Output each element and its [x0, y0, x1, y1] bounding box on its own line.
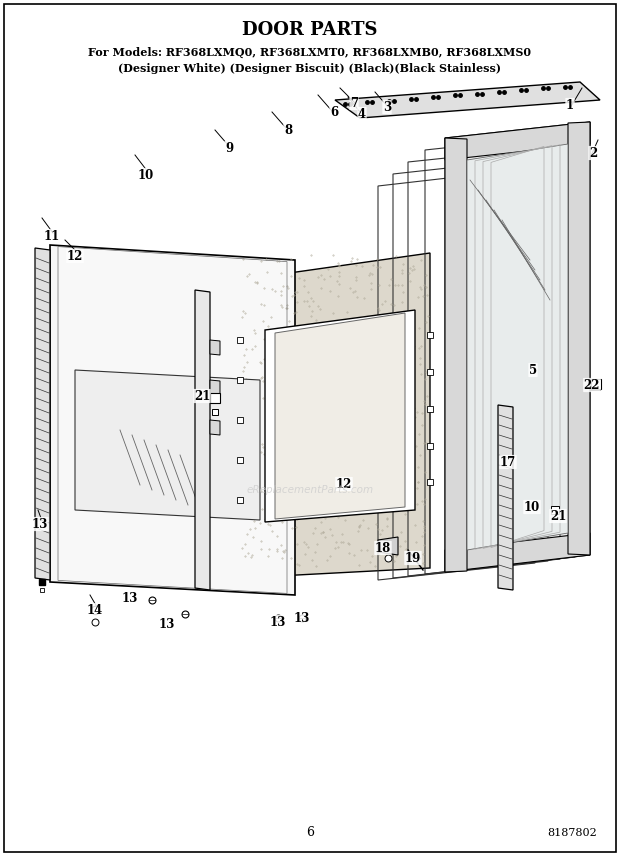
Text: 21: 21	[194, 389, 210, 402]
Polygon shape	[240, 253, 430, 578]
Polygon shape	[210, 380, 220, 395]
Polygon shape	[335, 82, 600, 118]
Text: 12: 12	[67, 249, 83, 263]
Polygon shape	[265, 310, 415, 522]
Text: 6: 6	[330, 105, 338, 118]
Text: 13: 13	[270, 615, 286, 628]
Polygon shape	[210, 420, 220, 435]
Text: 19: 19	[405, 551, 421, 564]
Text: 5: 5	[529, 364, 537, 377]
Text: 13: 13	[159, 617, 175, 631]
Polygon shape	[445, 533, 590, 572]
Text: DOOR PARTS: DOOR PARTS	[242, 21, 378, 39]
Text: 17: 17	[500, 455, 516, 468]
Text: 13: 13	[32, 518, 48, 531]
Text: 14: 14	[87, 603, 103, 616]
Polygon shape	[568, 122, 590, 555]
Text: 10: 10	[138, 169, 154, 181]
Polygon shape	[210, 340, 220, 355]
Text: For Models: RF368LXMQ0, RF368LXMT0, RF368LXMB0, RF368LXMS0: For Models: RF368LXMQ0, RF368LXMT0, RF36…	[89, 46, 531, 57]
Text: eReplacementParts.com: eReplacementParts.com	[246, 485, 374, 495]
Text: 12: 12	[336, 478, 352, 490]
Polygon shape	[50, 245, 295, 595]
Text: 9: 9	[225, 141, 233, 154]
Text: 10: 10	[524, 501, 540, 514]
Polygon shape	[445, 122, 590, 160]
Text: 8187802: 8187802	[547, 828, 597, 838]
Polygon shape	[445, 138, 467, 572]
Polygon shape	[467, 144, 568, 550]
Polygon shape	[75, 370, 260, 520]
Text: 8: 8	[284, 123, 292, 136]
Polygon shape	[498, 405, 513, 590]
Text: 2: 2	[589, 146, 597, 159]
Text: 13: 13	[122, 591, 138, 604]
Polygon shape	[35, 248, 50, 580]
Text: 18: 18	[375, 542, 391, 555]
Polygon shape	[195, 290, 210, 590]
Text: 4: 4	[358, 108, 366, 121]
Text: 7: 7	[350, 97, 358, 110]
Text: 13: 13	[294, 611, 310, 625]
Text: 3: 3	[383, 100, 391, 114]
Text: (Designer White) (Designer Biscuit) (Black)(Black Stainless): (Designer White) (Designer Biscuit) (Bla…	[118, 62, 502, 74]
Text: 6: 6	[306, 827, 314, 840]
Polygon shape	[445, 122, 590, 572]
Text: 22: 22	[584, 378, 600, 391]
Polygon shape	[378, 537, 398, 555]
Text: 11: 11	[44, 229, 60, 242]
Polygon shape	[275, 313, 405, 519]
Text: 1: 1	[566, 98, 574, 111]
Text: 21: 21	[550, 509, 566, 522]
